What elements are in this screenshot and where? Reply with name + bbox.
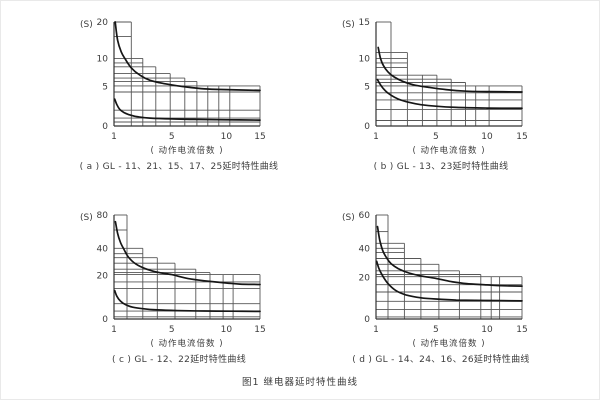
upper-limit-curve [376,225,523,287]
y-tick-label: 0 [364,315,370,325]
y-tick-label: 5 [364,83,370,93]
y-tick-label: 80 [97,211,109,221]
y-tick-label: 40 [359,245,371,255]
chart-block-c: 0 20 40 80 1 5 10 15 (S)( 动作电流倍数 ) ( c ) GL - 12… [54,199,304,365]
upper-limit-curve [377,46,523,93]
lower-limit-curve [113,289,261,313]
x-tick-label: 10 [481,132,493,142]
x-tick-label: 10 [481,325,493,335]
x-tick-label: 1 [111,325,117,335]
x-tick-label: 5 [433,325,439,335]
x-tick-label: 10 [221,132,233,142]
chart-block-b: 0 5 10 15 1 5 10 15 (S)( 动作电流倍数 ) ( b ) GL - 13、… [316,6,566,172]
x-tick-label: 5 [169,325,175,335]
y-tick-label: 0 [364,122,370,132]
upper-limit-curve [114,220,261,286]
y-axis-unit-label: (S) [80,20,93,30]
y-tick-label: 40 [97,245,109,255]
x-tick-label: 15 [516,132,527,142]
chart-caption-a: ( a ) GL - 11、21、15、17、25延时特性曲线 [79,162,279,172]
y-tick-label: 0 [102,315,108,325]
y-tick-label: 10 [359,55,371,65]
x-tick-label: 5 [433,132,439,142]
y-axis-unit-label: (S) [342,20,355,30]
x-tick-label: 15 [254,325,265,335]
x-tick-label: 5 [169,132,175,142]
x-axis-title: ( 动作电流倍数 ) [412,145,485,156]
lower-limit-curve [376,78,523,110]
upper-limit-curve [114,21,261,92]
y-tick-label: 20 [359,274,371,284]
y-tick-label: 20 [97,272,109,282]
x-tick-label: 15 [516,325,527,335]
chart-block-a: 0 5 10 20 1 5 10 15 (S)( 动作电流倍数 ) ( a ) GL - 11、… [54,6,304,172]
y-tick-label: 20 [97,18,109,28]
y-axis-unit-label: (S) [80,213,93,223]
y-tick-label: 5 [102,83,108,93]
x-axis-title: ( 动作电流倍数 ) [150,145,223,156]
x-axis-title: ( 动作电流倍数 ) [412,338,485,349]
chart-caption-d: ( d ) GL - 14、24、16、26延时特性曲线 [352,355,530,365]
chart-caption-c: ( c ) GL - 12、22延时特性曲线 [111,355,246,365]
lower-limit-curve [113,98,261,121]
y-axis-unit-label: (S) [342,213,355,223]
figure-caption: 图1 继电器延时特性曲线 [241,377,359,388]
x-axis-title: ( 动作电流倍数 ) [150,338,223,349]
y-tick-label: 15 [359,18,370,28]
y-tick-label: 0 [102,122,108,132]
y-tick-label: 10 [97,55,109,65]
x-tick-label: 15 [254,132,265,142]
x-tick-label: 1 [373,132,379,142]
chart-caption-b: ( b ) GL - 13、23延时特性曲线 [373,162,509,172]
x-tick-label: 1 [111,132,117,142]
lower-limit-curve [375,260,523,302]
x-tick-label: 10 [221,325,233,335]
x-tick-label: 1 [373,325,379,335]
y-tick-label: 60 [359,211,371,221]
chart-block-d: 0 20 40 60 1 5 10 15 (S)( 动作电流倍数 ) ( d ) GL - 14… [316,199,566,365]
